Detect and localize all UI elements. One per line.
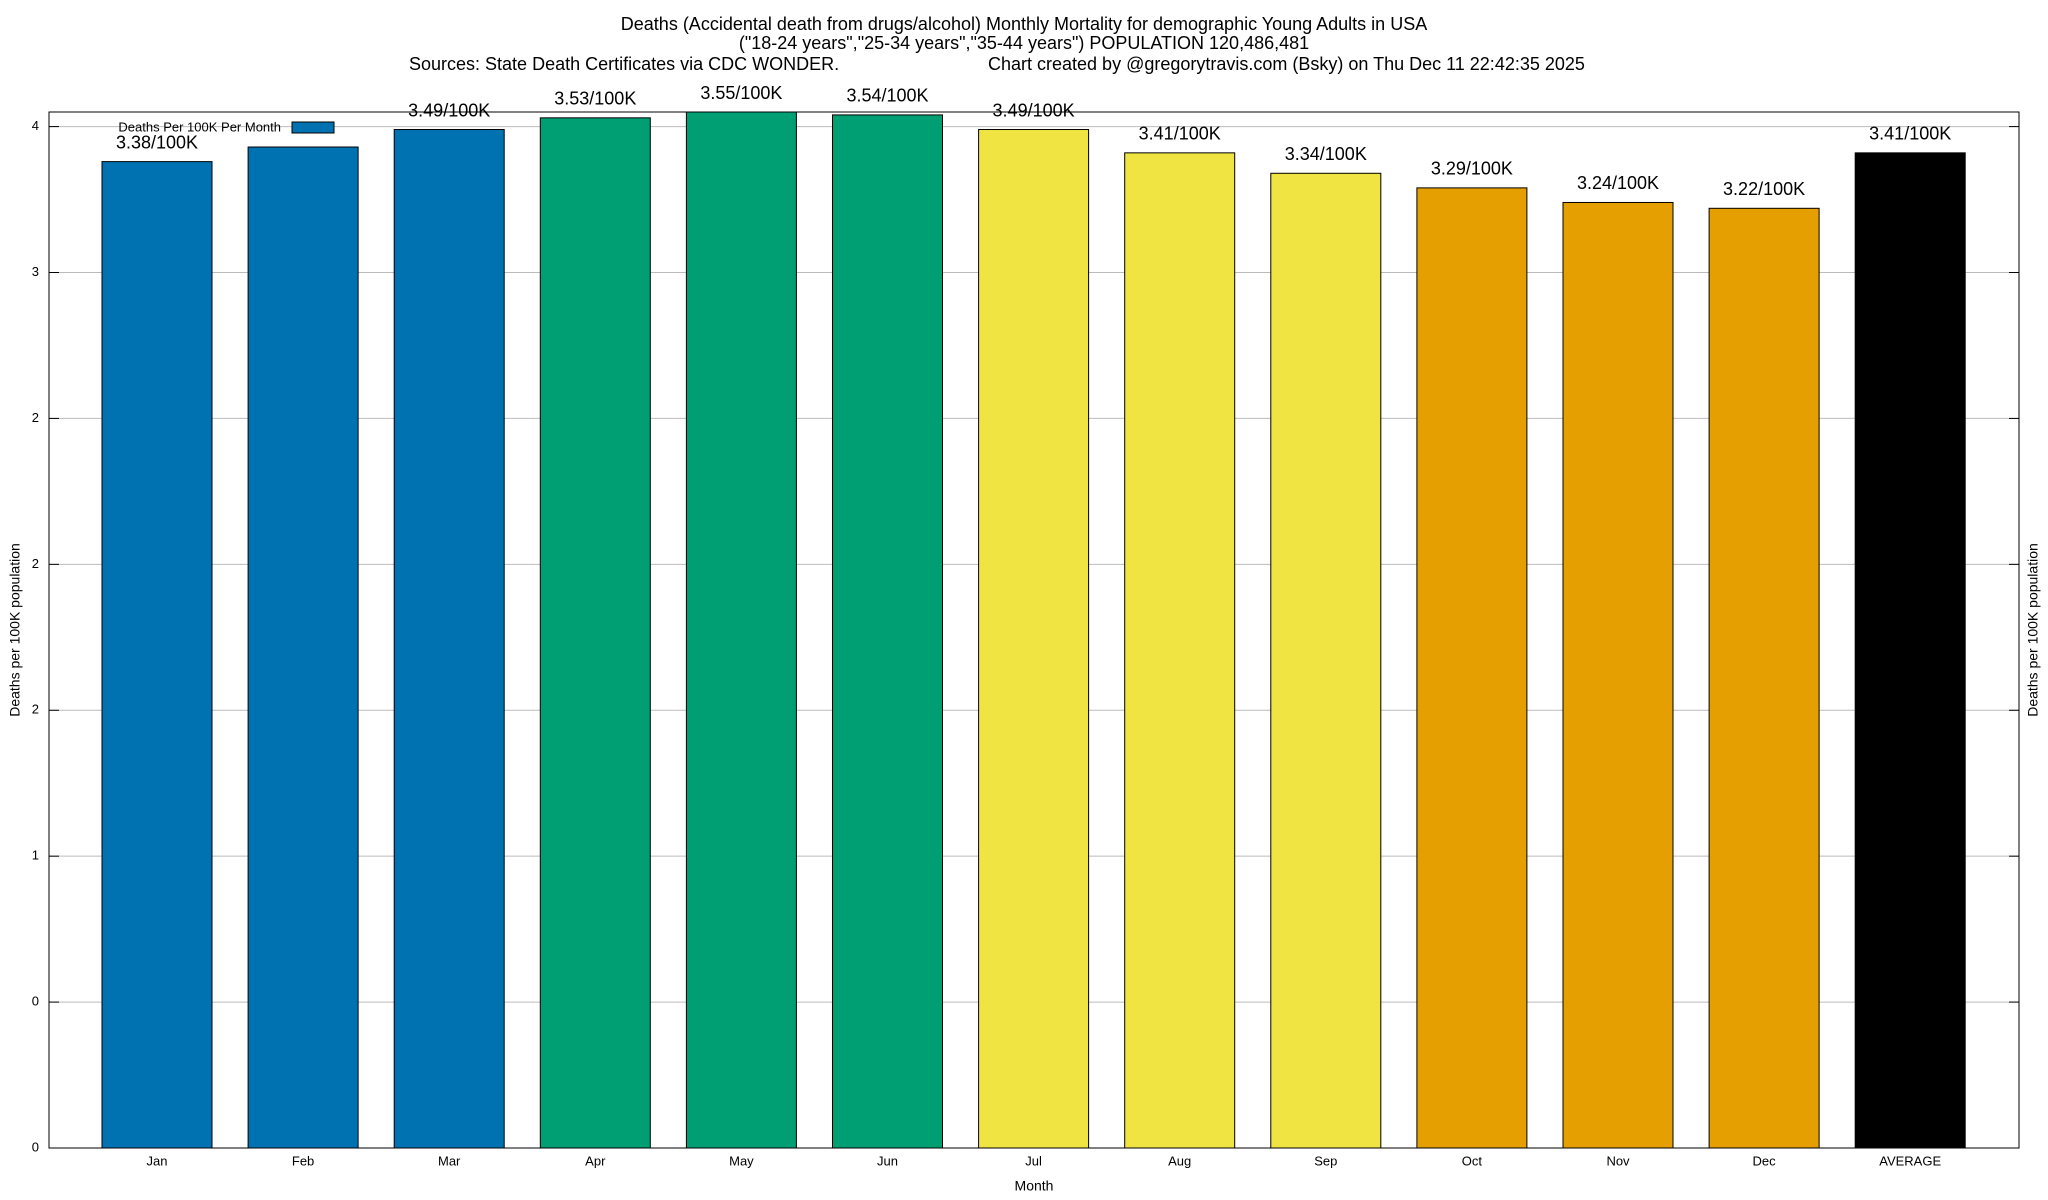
- bar: [1708, 207, 1820, 1149]
- value-label: 3.41/100K: [1869, 124, 1951, 144]
- y-axis-title: Deaths per 100K population: [7, 543, 23, 717]
- x-tick-label: Apr: [585, 1153, 606, 1168]
- y-tick-label: 4: [32, 118, 39, 133]
- x-axis-title: Month: [1015, 1178, 1054, 1194]
- value-label: 3.54/100K: [846, 86, 928, 106]
- value-label: 3.38/100K: [116, 132, 198, 152]
- x-tick-label: May: [729, 1153, 754, 1168]
- x-tick-label: Oct: [1462, 1153, 1483, 1168]
- bar: [247, 146, 359, 1149]
- x-tick-label: Sep: [1314, 1153, 1337, 1168]
- x-tick-label: Aug: [1168, 1153, 1191, 1168]
- legend-label: Deaths Per 100K Per Month: [118, 119, 281, 134]
- bar: [832, 114, 943, 1149]
- bar: [685, 111, 797, 1149]
- y2-axis-title: Deaths per 100K population: [2025, 543, 2041, 717]
- bar: [101, 161, 213, 1149]
- bar: [1270, 172, 1382, 1149]
- y-tick-label: 2: [32, 410, 39, 425]
- value-label: 3.41/100K: [1139, 124, 1221, 144]
- y-tick-label: 2: [32, 702, 39, 717]
- x-tick-label: Jun: [877, 1153, 898, 1168]
- bar: [539, 117, 651, 1149]
- chart-source: Sources: State Death Certificates via CD…: [409, 54, 839, 74]
- value-label: 3.22/100K: [1723, 179, 1805, 199]
- bar: [1854, 152, 1966, 1149]
- chart-credit: Chart created by @gregorytravis.com (Bsk…: [988, 54, 1585, 74]
- y-tick-label: 0: [32, 1139, 39, 1154]
- value-label: 3.34/100K: [1285, 144, 1367, 164]
- value-label: 3.55/100K: [700, 83, 782, 103]
- legend-swatch: [291, 121, 335, 134]
- y-tick-label: 3: [32, 264, 39, 279]
- x-tick-label: Mar: [438, 1153, 461, 1168]
- value-label: 3.49/100K: [993, 100, 1075, 120]
- value-label: 3.49/100K: [408, 100, 490, 120]
- bar: [393, 129, 505, 1149]
- plot-frame: [48, 111, 2020, 1149]
- x-tick-label: Feb: [292, 1153, 314, 1168]
- x-tick-label: Jul: [1025, 1153, 1042, 1168]
- bar: [1416, 187, 1528, 1149]
- x-tick-label: Jan: [147, 1153, 168, 1168]
- x-tick-label: AVERAGE: [1879, 1153, 1941, 1168]
- y-tick-label: 0: [32, 994, 39, 1009]
- bar: [1562, 201, 1674, 1149]
- value-label: 3.53/100K: [554, 89, 636, 109]
- x-tick-label: Nov: [1606, 1153, 1630, 1168]
- chart-subtitle: ("18-24 years","25-34 years","35-44 year…: [739, 33, 1309, 53]
- chart-title: Deaths (Accidental death from drugs/alco…: [621, 14, 1427, 34]
- y-tick-label: 1: [32, 848, 39, 863]
- bar: [1124, 152, 1236, 1149]
- value-label: 3.24/100K: [1577, 173, 1659, 193]
- y-tick-label: 2: [32, 556, 39, 571]
- value-label: 3.29/100K: [1431, 159, 1513, 179]
- x-tick-label: Dec: [1753, 1153, 1777, 1168]
- bar: [978, 129, 1090, 1149]
